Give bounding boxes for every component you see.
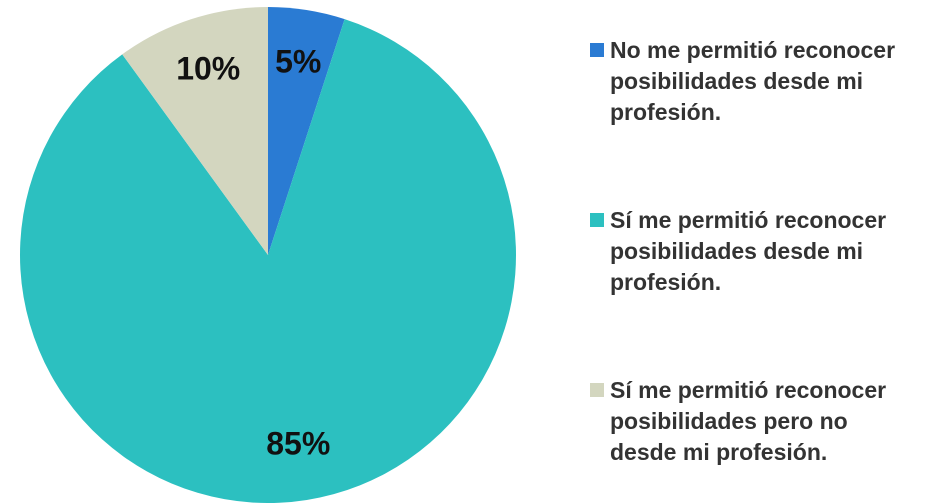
legend-item: No me permitió reconocer posibilidades d… bbox=[590, 35, 920, 128]
legend-item: Sí me permitió reconocer posibilidades d… bbox=[590, 205, 920, 298]
pie-slice bbox=[268, 7, 345, 255]
pie-slice bbox=[19, 19, 517, 503]
value-label: 5% bbox=[275, 43, 321, 79]
legend-label: No me permitió reconocer posibilidades d… bbox=[610, 37, 896, 125]
legend-swatch bbox=[590, 383, 604, 397]
value-label: 85% bbox=[266, 426, 330, 462]
pie-area: 5% 85% 10% bbox=[19, 7, 517, 503]
legend-swatch bbox=[590, 43, 604, 57]
value-label: 10% bbox=[176, 50, 240, 86]
legend-item: Sí me permitió reconocer posibilidades p… bbox=[590, 375, 920, 468]
legend-label: Sí me permitió reconocer posibilidades d… bbox=[610, 207, 887, 295]
pie-slice bbox=[122, 7, 269, 255]
legend-label: Sí me permitió reconocer posibilidades p… bbox=[610, 377, 887, 465]
legend-swatch bbox=[590, 213, 604, 227]
